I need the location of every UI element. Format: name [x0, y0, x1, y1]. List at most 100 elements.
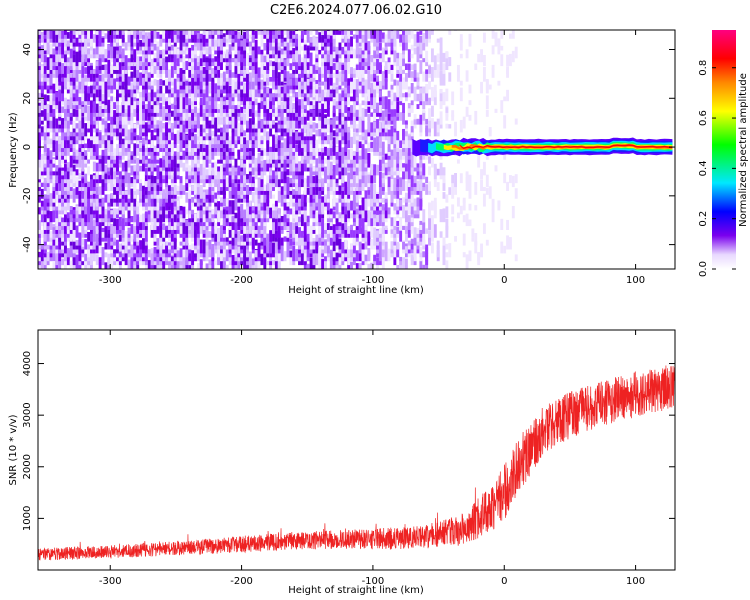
spectrogram-cell: [98, 174, 102, 184]
spectrogram-cell: [309, 121, 313, 129]
spectrogram-cell: [274, 115, 278, 121]
spectrogram-cell: [251, 138, 255, 145]
spectrogram-cell: [52, 87, 56, 102]
spectrogram-cell: [329, 173, 333, 180]
spectrogram-cell: [199, 213, 203, 219]
spectrogram-cell: [162, 223, 166, 230]
spectrogram-cell: [251, 183, 255, 188]
spectrogram-cell: [165, 98, 169, 106]
spectrogram-cell: [43, 55, 47, 63]
spectrogram-cell: [130, 82, 134, 90]
spectrogram-cell: [52, 239, 56, 246]
spectrogram-cell: [222, 106, 226, 113]
spectrogram-cell: [75, 233, 79, 238]
spectrogram-cell: [142, 86, 145, 98]
spectrogram-cell: [133, 107, 137, 117]
spectrogram-cell: [61, 182, 65, 191]
spectrogram-cell: [49, 114, 53, 129]
spectrogram-cell: [306, 234, 310, 250]
spectrogram-cell: [202, 177, 206, 184]
spectrogram-cell: [214, 192, 218, 199]
spectrogram-cell: [153, 220, 157, 230]
spectrogram-cell: [269, 263, 273, 269]
spectrogram-cell: [286, 92, 290, 98]
spectrogram-cell: [191, 170, 195, 176]
spectrogram-cell: [98, 96, 102, 102]
spectrogram-cell: [58, 202, 62, 211]
spectrogram-cell: [234, 129, 238, 137]
spectrogram-cell: [225, 110, 229, 117]
spectrogram-cell: [38, 256, 41, 262]
spectrogram-cell: [95, 60, 99, 74]
spectrogram-cell: [292, 105, 296, 113]
spectrogram-cell: [113, 212, 117, 227]
spectrogram-cell: [139, 189, 143, 199]
spectrogram-cell: [165, 246, 169, 254]
spectrogram-cell: [211, 188, 215, 203]
spectrogram-cell: [350, 79, 353, 94]
spectrogram-cell: [225, 82, 229, 94]
spectrogram-cell: [367, 153, 371, 164]
spectrogram-cell: [387, 90, 391, 98]
spectrogram-cell: [173, 172, 177, 180]
spectrogram-cell: [321, 235, 325, 242]
spectrogram-cell: [257, 170, 261, 176]
spectrogram-cell: [75, 169, 79, 176]
spectrogram-cell: [38, 79, 41, 86]
spectrogram-cell: [118, 257, 122, 266]
spectrogram-cell: [376, 52, 379, 59]
spectrogram-cell: [159, 252, 163, 258]
spectrogram-cell: [263, 42, 267, 51]
spectrogram-cell: [225, 65, 229, 70]
spectrogram-cell: [127, 35, 131, 43]
spectrogram-cell: [162, 56, 166, 70]
spectrogram-cell: [208, 36, 212, 47]
spectrogram-cell: [38, 66, 41, 78]
spectrogram-cell: [66, 248, 70, 258]
spectrogram-cell: [156, 122, 160, 129]
spectrogram-cell: [260, 243, 264, 250]
spectrogram-cell: [72, 164, 76, 172]
spectrogram-cell: [257, 30, 261, 35]
spectrogram-cell: [38, 207, 41, 215]
spectrogram-cell: [150, 248, 154, 254]
spectrogram-cell: [40, 51, 44, 59]
spectrogram-cell: [55, 105, 59, 113]
spectrogram-cell: [162, 258, 166, 266]
spectrogram-cell: [257, 136, 261, 149]
spectrogram-cell: [81, 249, 85, 254]
spectrogram-cell: [46, 68, 50, 74]
spectrogram-cell: [130, 182, 134, 188]
spectrogram-cell: [309, 225, 313, 238]
spectrogram-cell: [315, 139, 319, 145]
spectrogram-cell: [205, 133, 209, 141]
spectrogram-cell: [234, 61, 238, 74]
spectrogram-cell: [168, 174, 171, 180]
spectrogram-cell: [303, 114, 307, 125]
spectrogram-cell: [130, 215, 134, 223]
spectrogram-cell: [298, 43, 301, 55]
spectrogram-cell: [75, 245, 79, 250]
spectrogram-cell: [98, 261, 102, 269]
spectrogram-cell: [300, 62, 304, 78]
spectrogram-cell: [98, 87, 102, 98]
spectrogram-cell: [121, 211, 125, 219]
spectrogram-cell: [118, 30, 122, 39]
spectrogram-cell: [254, 39, 258, 55]
spectrogram-cell: [121, 138, 125, 145]
spectrogram-cell: [136, 201, 140, 215]
spectrogram-cell: [127, 172, 131, 184]
spectrogram-cell: [130, 224, 134, 234]
spectrogram-cell: [234, 56, 238, 63]
spectrogram-cell: [150, 129, 154, 137]
spectrogram-cell: [217, 93, 221, 102]
spectrogram-cell: [162, 140, 166, 149]
spectrogram-cell: [81, 203, 85, 211]
spectrogram-cell: [272, 259, 275, 266]
spectrogram-cell: [292, 210, 296, 219]
spectrogram-cell: [335, 202, 339, 215]
spectrogram-cell: [312, 142, 316, 156]
spectrogram-cell: [335, 56, 339, 63]
spectrogram-cell: [179, 207, 183, 215]
spectrogram-cell: [55, 64, 59, 78]
